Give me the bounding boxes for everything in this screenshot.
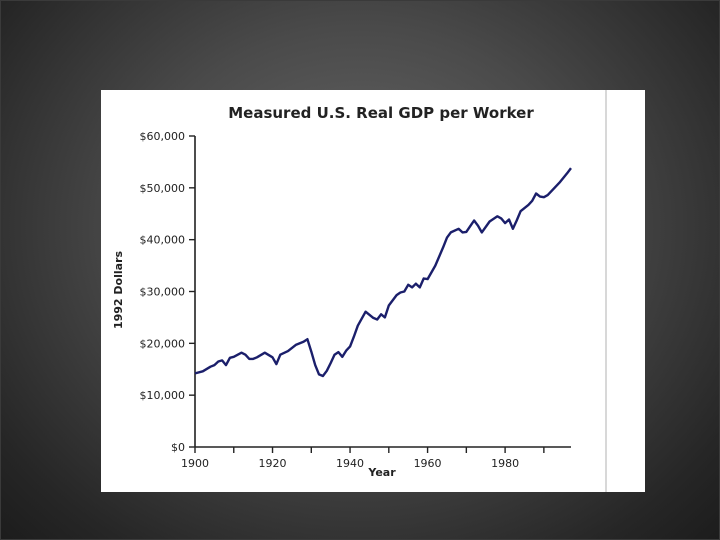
y-tick-label: $0 — [171, 441, 185, 454]
y-axis-label: 1992 Dollars — [112, 251, 125, 330]
chart-title: Measured U.S. Real GDP per Worker — [228, 104, 534, 122]
y-tick-label: $50,000 — [140, 182, 186, 195]
x-tick-label: 1900 — [181, 457, 209, 470]
tick-labels: $0 $10,000 $20,000 $30,000 $40,000 $50,000 $60… — [140, 130, 520, 470]
gdp-series-line — [194, 167, 572, 378]
axes — [189, 135, 571, 453]
x-tick-label: 1940 — [336, 457, 364, 470]
x-tick-label: 1920 — [259, 457, 287, 470]
gdp-line-chart: Measured U.S. Real GDP per Worker 1992 D… — [112, 104, 572, 479]
chart-figure: Measured U.S. Real GDP per Worker 1992 D… — [101, 90, 645, 492]
y-tick-label: $20,000 — [140, 337, 186, 350]
figure-edge — [605, 90, 607, 492]
y-tick-label: $10,000 — [140, 389, 186, 402]
y-tick-label: $40,000 — [140, 234, 186, 247]
x-axis-label: Year — [367, 466, 396, 479]
y-tick-label: $60,000 — [140, 130, 186, 143]
y-tick-label: $30,000 — [140, 286, 186, 299]
x-tick-label: 1980 — [491, 457, 519, 470]
x-tick-label: 1960 — [414, 457, 442, 470]
